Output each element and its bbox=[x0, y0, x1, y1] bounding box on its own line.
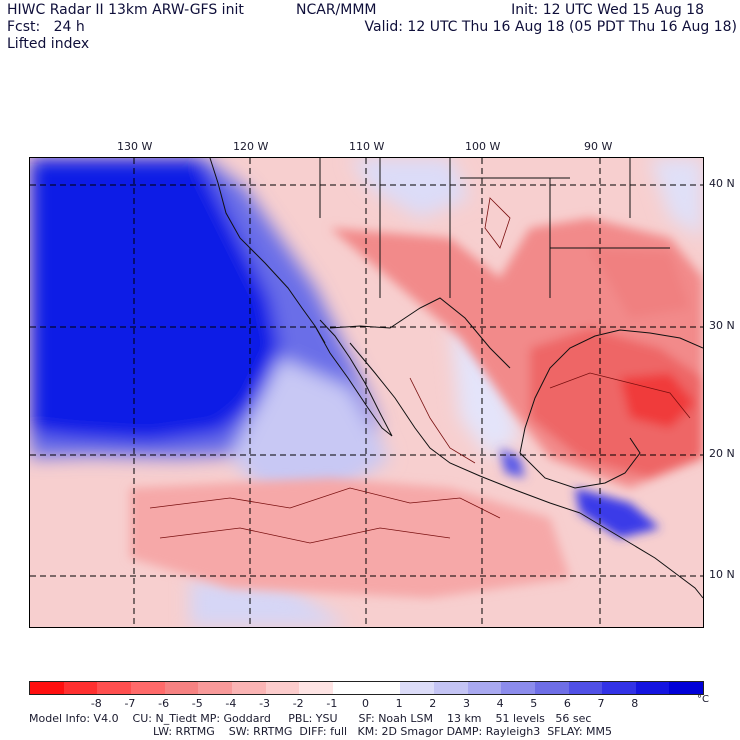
lifted-index-map bbox=[30, 158, 703, 627]
baja-light-blue bbox=[230, 358, 390, 498]
baja-peninsula bbox=[314, 319, 393, 437]
colorbar-cell bbox=[433, 682, 468, 694]
forecast-hour: Fcst: 24 h bbox=[7, 19, 85, 35]
colorbar-cell bbox=[265, 682, 300, 694]
northeast-light-blue bbox=[650, 158, 703, 238]
state-lines bbox=[319, 158, 670, 298]
contour-mexico bbox=[409, 377, 476, 464]
colorbar-tick-label: 7 bbox=[597, 697, 605, 710]
gulf-red bbox=[530, 328, 703, 478]
colorbar-cell bbox=[501, 682, 535, 694]
colorbar-cell bbox=[669, 682, 704, 694]
colorbar-tick-label: 0 bbox=[362, 697, 369, 710]
south-pacific-red bbox=[130, 478, 570, 598]
colorbar-cell bbox=[602, 682, 636, 694]
colorbar bbox=[29, 681, 704, 695]
lon-label-90w: 90 W bbox=[584, 140, 613, 153]
colorbar-cell bbox=[366, 682, 401, 694]
mexico-coast-blue bbox=[500, 448, 525, 478]
colorbar-tick-label: 2 bbox=[429, 697, 437, 710]
unstable-air-region bbox=[130, 218, 703, 598]
colorbar-tick-label: -8 bbox=[90, 697, 102, 710]
yucatan-coast bbox=[519, 437, 641, 489]
colorbar-tick-label: 3 bbox=[462, 697, 470, 710]
lon-label-100w: 100 W bbox=[465, 140, 501, 153]
gulf-light-blue bbox=[450, 318, 520, 458]
gulf-coast bbox=[519, 329, 703, 454]
contours bbox=[149, 197, 691, 544]
colorbar-tick-label: -1 bbox=[326, 697, 338, 710]
contour-west bbox=[149, 487, 501, 519]
lon-label-130w: 130 W bbox=[117, 140, 153, 153]
stable-air-region bbox=[30, 158, 703, 627]
contour-north bbox=[484, 197, 511, 249]
colorbar-cell bbox=[198, 682, 232, 694]
map-panel bbox=[29, 157, 704, 628]
gulf-deep-red bbox=[620, 373, 695, 428]
colorbar-cell bbox=[534, 682, 569, 694]
colorbar-unit: °C bbox=[697, 694, 709, 705]
lat-label-20n: 20 N bbox=[709, 447, 735, 460]
southeast-red bbox=[590, 248, 690, 318]
contour-south bbox=[159, 527, 451, 544]
colorbar-cell bbox=[467, 682, 502, 694]
colorbar-tick-label: 6 bbox=[563, 697, 571, 710]
title-left: HIWC Radar II 13km ARW-GFS init bbox=[7, 2, 244, 18]
graticule bbox=[30, 158, 703, 627]
colorbar-tick-label: -7 bbox=[124, 697, 136, 710]
colorbar-cell bbox=[231, 682, 266, 694]
us-west-coast bbox=[209, 158, 326, 344]
lon-label-120w: 120 W bbox=[233, 140, 269, 153]
colorbar-cell bbox=[164, 682, 199, 694]
coastlines bbox=[209, 158, 703, 599]
colorbar-tick-label: -3 bbox=[259, 697, 271, 710]
colorbar-cell bbox=[635, 682, 670, 694]
colorbar-tick-label: 1 bbox=[395, 697, 403, 710]
pacific-blue-core bbox=[30, 158, 280, 443]
colorbar-cell bbox=[97, 682, 131, 694]
init-time: Init: 12 UTC Wed 15 Aug 18 bbox=[511, 2, 704, 18]
colorbar-tick-label: 4 bbox=[496, 697, 504, 710]
colorbar-cell bbox=[568, 682, 603, 694]
lat-label-30n: 30 N bbox=[709, 319, 735, 332]
central-america-coast bbox=[579, 512, 703, 599]
colorbar-tick-label: 8 bbox=[631, 697, 639, 710]
colorbar-cell bbox=[400, 682, 434, 694]
us-mexico-border bbox=[329, 297, 511, 369]
colorbar-cell bbox=[299, 682, 333, 694]
colorbar-cell bbox=[30, 682, 64, 694]
title-agency: NCAR/MMM bbox=[296, 2, 377, 18]
south-pacific-light-blue bbox=[190, 578, 350, 627]
lon-label-110w: 110 W bbox=[349, 140, 385, 153]
colorbar-tick-label: -2 bbox=[292, 697, 304, 710]
colorbar-cell bbox=[63, 682, 98, 694]
colorbar-cell bbox=[332, 682, 367, 694]
model-info-line1: Model Info: V4.0 CU: N_Tiedt MP: Goddard… bbox=[29, 712, 592, 725]
colorbar-tick-label: -5 bbox=[191, 697, 203, 710]
colorbar-tick-label: 5 bbox=[530, 697, 538, 710]
lat-label-40n: 40 N bbox=[709, 177, 735, 190]
colorbar-tick-label: -4 bbox=[225, 697, 237, 710]
lat-label-10n: 10 N bbox=[709, 568, 735, 581]
colorbar-tick-label: -6 bbox=[158, 697, 170, 710]
valid-time: Valid: 12 UTC Thu 16 Aug 18 (05 PDT Thu … bbox=[364, 19, 737, 35]
mexico-pacific-coast bbox=[349, 342, 581, 514]
yucatan-blue bbox=[575, 488, 660, 538]
contour-gulf bbox=[549, 372, 691, 419]
field-name: Lifted index bbox=[7, 36, 90, 52]
model-info-line2: LW: RRTMG SW: RRTMG DIFF: full KM: 2D Sm… bbox=[153, 725, 613, 738]
colorbar-cell bbox=[130, 682, 165, 694]
